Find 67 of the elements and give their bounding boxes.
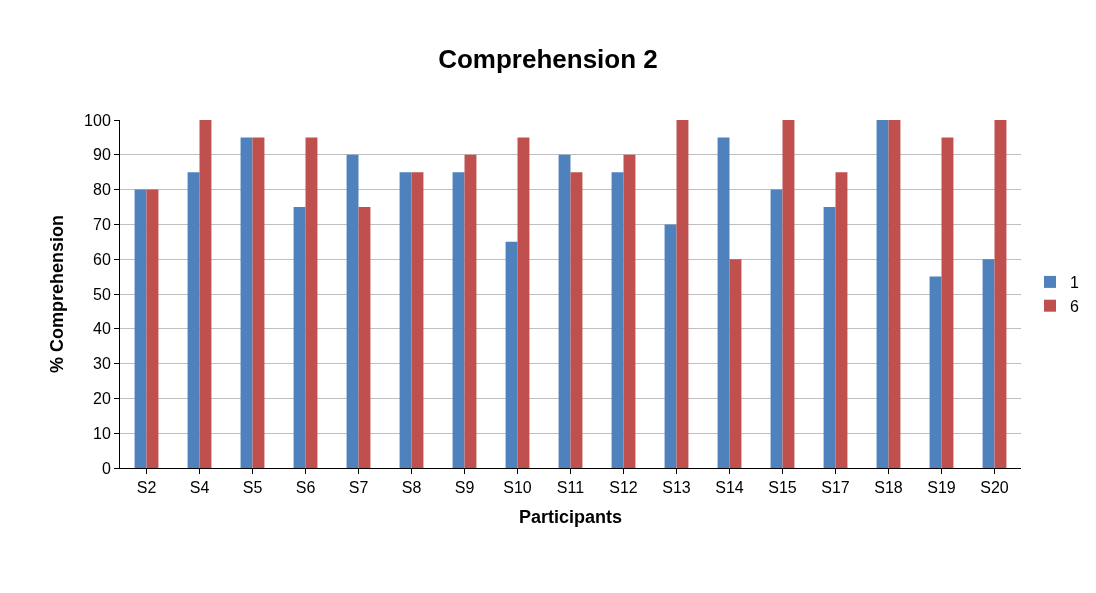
bar: [941, 137, 954, 468]
y-tick-label: 90: [93, 146, 111, 164]
bar: [252, 137, 265, 468]
x-tick-label: S14: [715, 479, 744, 497]
x-tick-label: S11: [556, 479, 585, 497]
y-tick-label: 50: [93, 285, 111, 303]
bar: [994, 120, 1007, 468]
x-tick-label: S2: [136, 479, 157, 497]
x-tick-label: S15: [768, 479, 797, 497]
x-tick-label: S4: [189, 479, 210, 497]
bar: [399, 172, 412, 468]
bar: [505, 241, 518, 468]
bar: [240, 137, 253, 468]
bar: [664, 224, 677, 468]
bar: [717, 137, 730, 468]
x-tick-label: S18: [874, 479, 903, 497]
y-tick-label: 40: [93, 320, 111, 338]
x-tick-label: S8: [401, 479, 422, 497]
y-tick-label: 100: [84, 111, 111, 129]
x-tick-label: S20: [980, 479, 1009, 497]
bar: [782, 120, 795, 468]
bar: [770, 189, 783, 468]
legend-label: 1: [1070, 274, 1080, 292]
x-tick-label: S12: [609, 479, 638, 497]
bar: [346, 154, 359, 468]
x-axis-title: Participants: [518, 507, 623, 528]
bar: [452, 172, 465, 468]
legend-label: 6: [1070, 297, 1080, 315]
x-tick-label: S17: [821, 479, 850, 497]
x-tick-label: S19: [927, 479, 956, 497]
bar: [187, 172, 200, 468]
bar: [411, 172, 424, 468]
x-tick-label: S9: [454, 479, 475, 497]
x-tick-label: S5: [242, 479, 263, 497]
chart-title: Comprehension 2: [438, 44, 658, 75]
y-tick-label: 70: [93, 216, 111, 233]
bar: [464, 154, 477, 468]
x-tick-label: S10: [503, 479, 532, 497]
x-tick-label: S13: [662, 479, 691, 497]
bar: [146, 189, 159, 468]
y-tick-label: 80: [93, 181, 111, 199]
bar: [888, 120, 901, 468]
bar: [982, 259, 995, 468]
bar: [729, 259, 742, 468]
bar: [823, 207, 836, 468]
bar: [676, 120, 689, 468]
y-axis-title: % Comprehension: [47, 214, 68, 374]
y-tick-label: 60: [93, 250, 111, 268]
bar: [293, 207, 306, 468]
x-tick-label: S6: [295, 479, 316, 497]
bar: [134, 189, 147, 468]
bar: [199, 120, 212, 468]
y-tick-label: 30: [93, 355, 111, 373]
bar: [558, 154, 571, 468]
bar: [358, 207, 371, 468]
bar: [611, 172, 624, 468]
bar: [876, 120, 889, 468]
bar: [517, 137, 530, 468]
y-tick-label: 20: [93, 390, 111, 407]
bar: [623, 154, 636, 468]
bar: [835, 172, 848, 468]
y-tick-label: 10: [93, 424, 111, 442]
y-tick-label: 0: [101, 459, 111, 477]
bar: [305, 137, 318, 468]
bar: [929, 276, 942, 468]
x-tick-label: S7: [348, 479, 369, 497]
bar: [570, 172, 583, 468]
